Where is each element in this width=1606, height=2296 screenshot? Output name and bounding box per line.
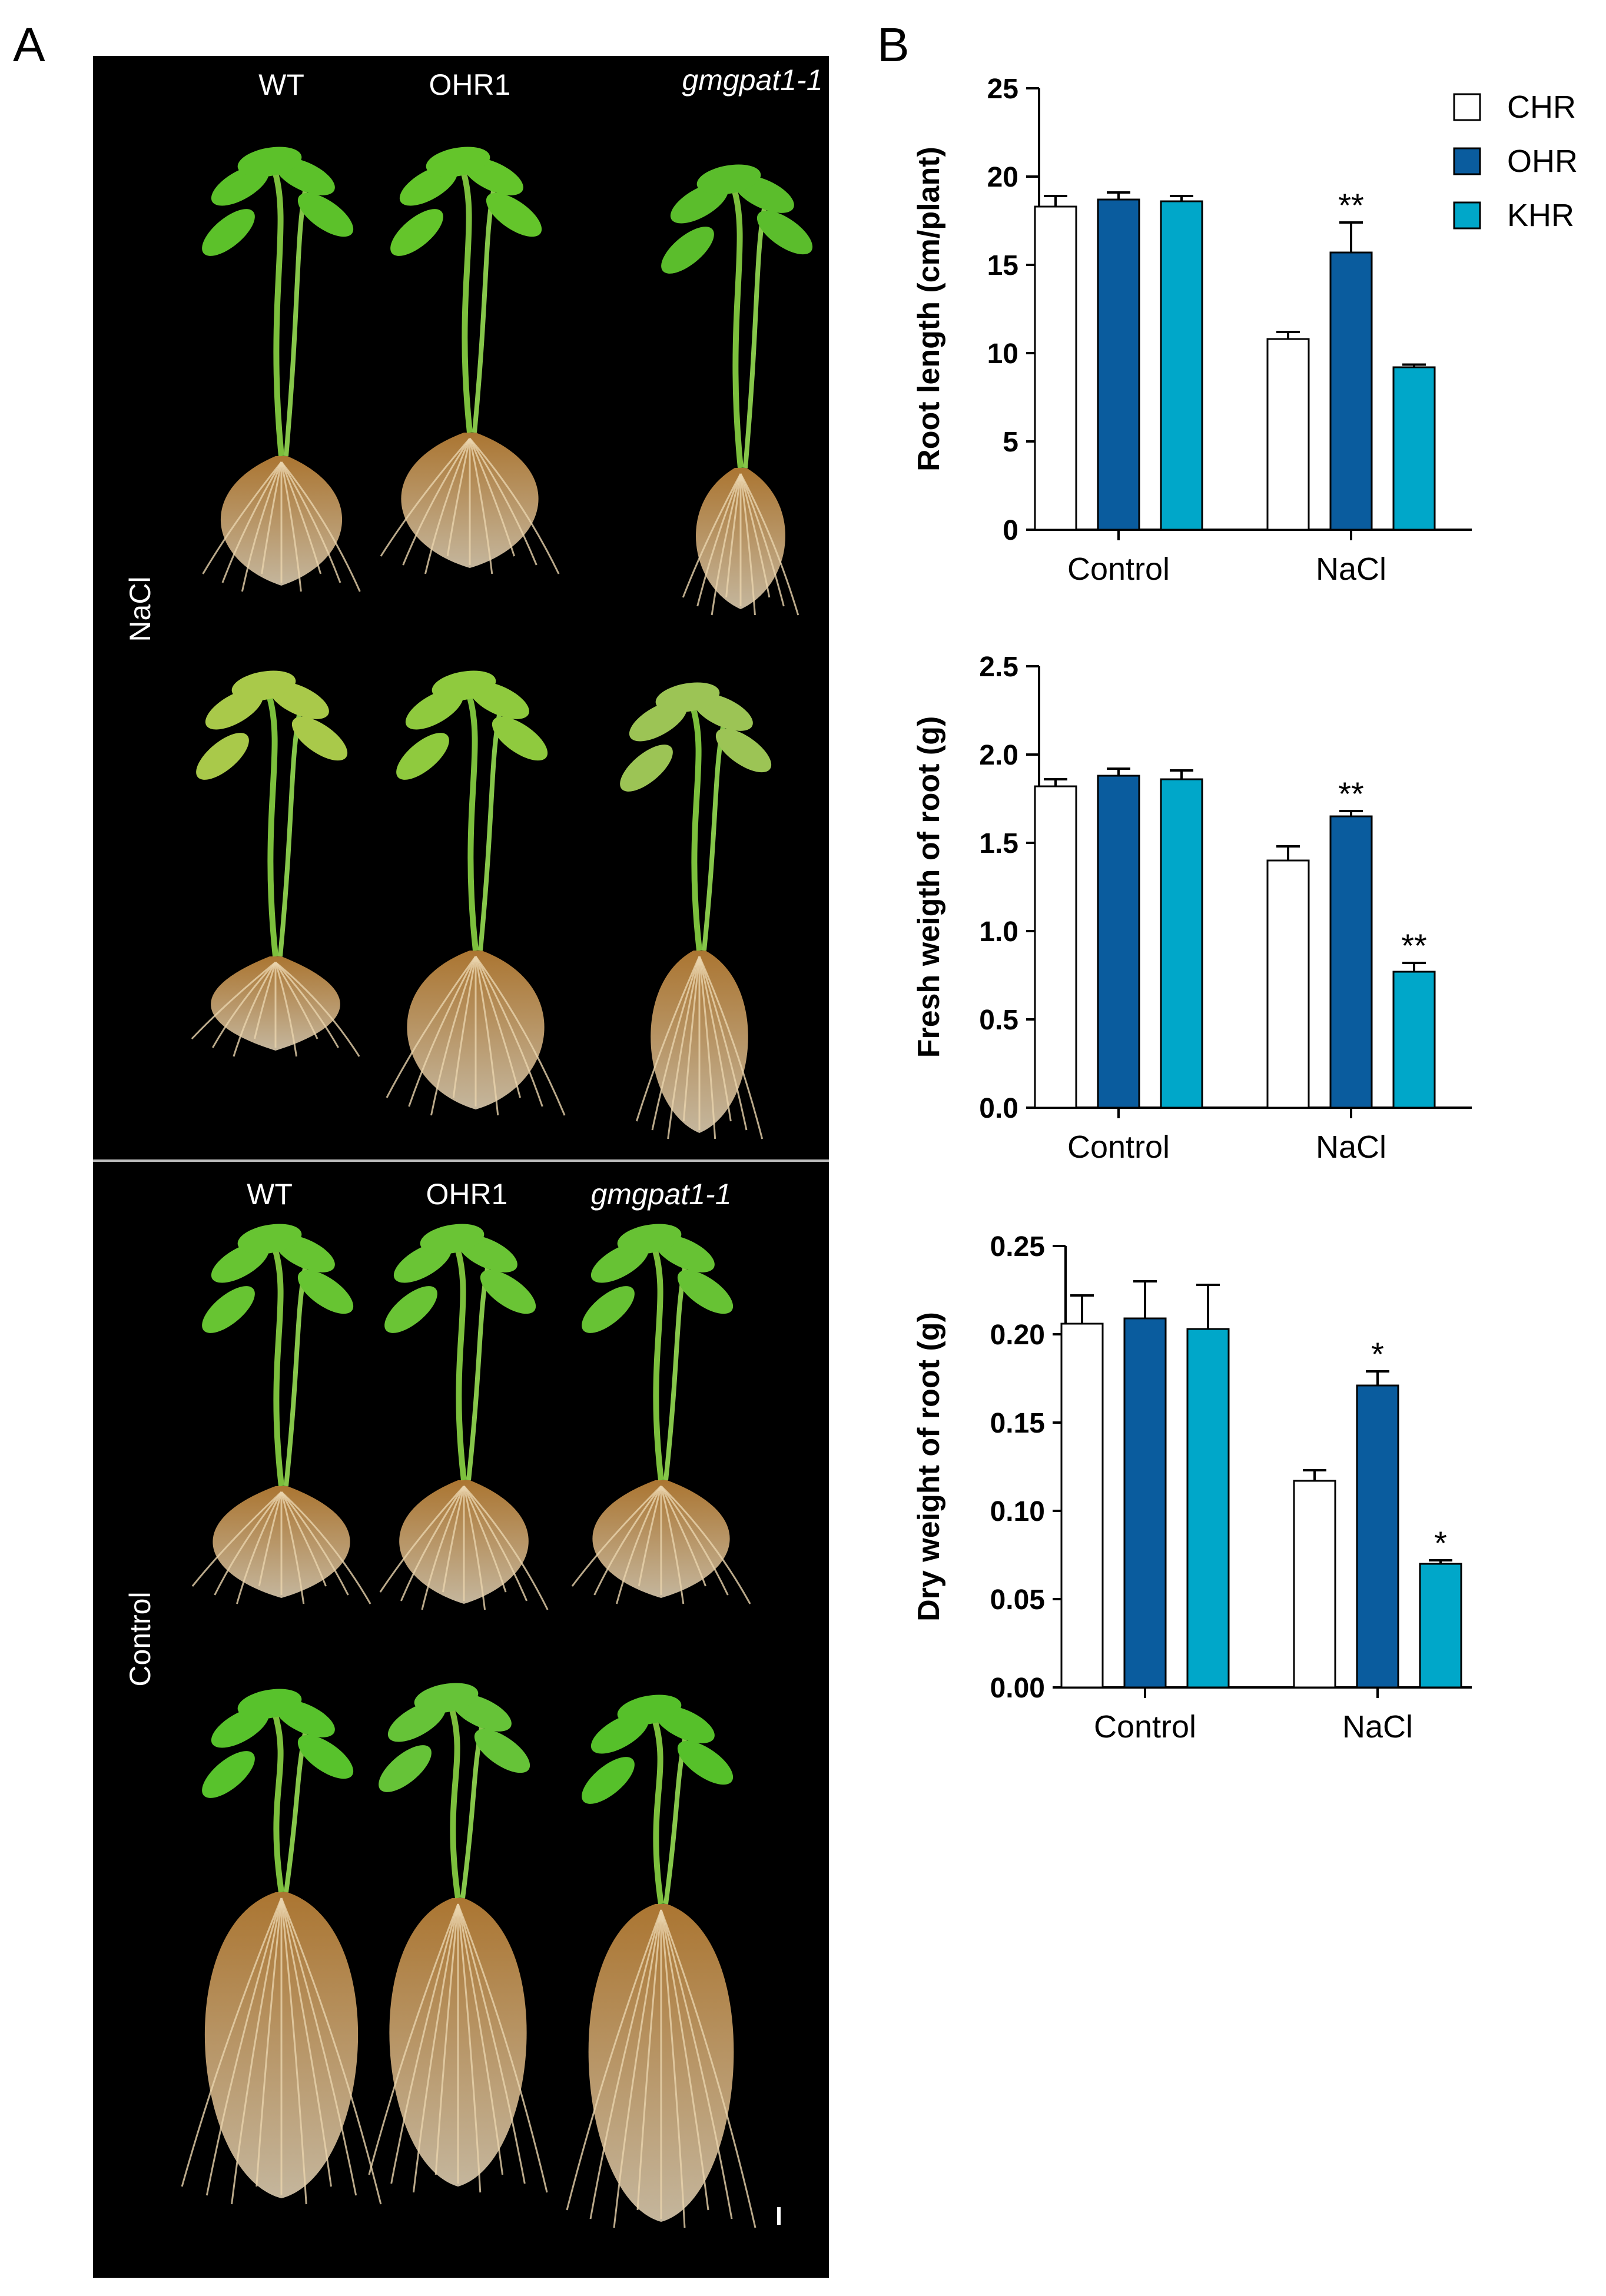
y-tick-label: 0.20 (990, 1320, 1045, 1351)
y-tick-label: 15 (987, 250, 1018, 281)
y-tick-label: 0.0 (979, 1093, 1018, 1124)
bar-chr (1293, 1480, 1336, 1689)
plant-5 (386, 670, 566, 1116)
plant-9 (571, 1224, 751, 1604)
significance-mark: ** (1338, 187, 1364, 224)
bar-chr (1266, 338, 1310, 531)
x-category-label: NaCl (1342, 1709, 1413, 1745)
photo-top-genotype-gmgpat1: gmgpat1-1 (682, 64, 823, 97)
plant-12 (566, 1694, 756, 2228)
y-axis-label: Dry weight of root (g) (912, 1312, 946, 1622)
y-tick-label: 2.0 (979, 740, 1018, 771)
x-category-label: NaCl (1316, 551, 1386, 587)
y-axis-label: Fresh weigth of root (g) (912, 716, 946, 1058)
x-category-label: Control (1094, 1709, 1196, 1745)
bar-chr (1266, 859, 1310, 1109)
y-tick-label: 25 (987, 74, 1018, 105)
y-tick-label: 1.5 (979, 828, 1018, 859)
plant-photo-panel: WT OHR1 gmgpat1-1 NaCl WT OHR1 gmgpat1-1… (93, 56, 829, 2278)
photo-bottom-genotype-wt: WT (247, 1178, 293, 1211)
photo-top-genotype-wt: WT (258, 68, 304, 101)
bar-ohr (1097, 775, 1140, 1109)
significance-mark: * (1434, 1524, 1447, 1561)
y-axis-label: Root length (cm/plant) (912, 147, 946, 471)
chart-2: 0.0 0.5 1.0 1.5 2.0 2.5 Fresh weigth of root (… (912, 652, 1472, 1165)
plant-10 (181, 1689, 382, 2205)
x-category-label: NaCl (1316, 1129, 1386, 1165)
photo-bottom-genotype-gmgpat1: gmgpat1-1 (590, 1178, 732, 1211)
y-tick-label: 0.00 (990, 1673, 1045, 1704)
panel-letter-b: B (877, 18, 910, 72)
bar-chr (1060, 1323, 1104, 1689)
y-tick-label: 0.15 (990, 1408, 1045, 1439)
plant-1 (202, 147, 361, 592)
bar-khr (1419, 1563, 1462, 1689)
y-tick-label: 2.5 (979, 652, 1018, 683)
y-tick-label: 5 (1003, 427, 1018, 458)
plant-7 (191, 1224, 371, 1604)
bar-chr (1034, 785, 1077, 1109)
bar-khr (1186, 1328, 1230, 1689)
photo-top-genotype-ohr1: OHR1 (429, 68, 511, 101)
plant-3 (661, 164, 813, 616)
bar-khr (1392, 971, 1436, 1109)
significance-mark: * (1371, 1335, 1384, 1373)
x-category-label: Control (1067, 551, 1170, 587)
photo-condition-control: Control (124, 1591, 157, 1687)
plant-6 (620, 682, 772, 1139)
legend-label: OHR (1507, 144, 1578, 179)
bar-chr (1034, 205, 1077, 531)
y-tick-label: 0.05 (990, 1584, 1045, 1616)
legend-swatch-ohr (1453, 147, 1481, 175)
bar-khr (1160, 200, 1203, 531)
legend: CHR OHR KHR (1453, 89, 1578, 233)
legend-swatch-khr (1453, 201, 1481, 230)
chart-1: 0 5 10 15 20 25 Root length (cm/plant) Control *… (912, 74, 1578, 587)
y-tick-label: 0.5 (979, 1005, 1018, 1036)
bar-ohr (1329, 815, 1373, 1109)
plant-8 (379, 1224, 549, 1610)
significance-mark: ** (1401, 927, 1427, 964)
photo-bottom-genotype-ohr1: OHR1 (426, 1178, 508, 1211)
y-tick-label: 10 (987, 338, 1018, 370)
significance-mark: ** (1338, 775, 1364, 812)
y-tick-label: 20 (987, 162, 1018, 193)
panel-letter-a: A (13, 18, 45, 72)
plant-11 (368, 1683, 548, 2193)
bar-khr (1160, 778, 1203, 1109)
y-tick-label: 0.10 (990, 1496, 1045, 1527)
legend-swatch-chr (1453, 93, 1481, 121)
photo-divider (93, 1159, 829, 1162)
bar-khr (1392, 366, 1436, 531)
bar-ohr (1329, 251, 1373, 531)
legend-label: CHR (1507, 89, 1576, 125)
plant-4 (191, 670, 360, 1057)
legend-label: KHR (1507, 198, 1574, 233)
y-tick-label: 1.0 (979, 916, 1018, 948)
scale-bar (777, 2207, 781, 2225)
y-tick-label: 0.25 (990, 1231, 1045, 1262)
x-category-label: Control (1067, 1129, 1170, 1165)
chart-3: 0.00 0.05 0.10 0.15 0.20 0.25 Dry weight of ro… (912, 1231, 1472, 1745)
plant-2 (380, 147, 560, 574)
plant-illustrations (181, 147, 813, 2228)
y-tick-label: 0 (1003, 515, 1018, 546)
bar-ohr (1356, 1384, 1399, 1689)
bar-ohr (1123, 1317, 1167, 1689)
bar-ohr (1097, 198, 1140, 531)
